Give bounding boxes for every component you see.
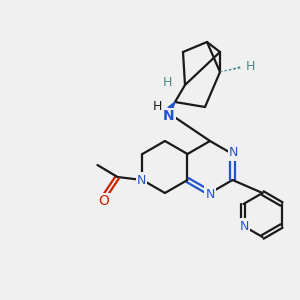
Text: N: N [229, 146, 238, 160]
Text: N: N [163, 109, 175, 123]
Text: H: H [162, 76, 172, 89]
Text: N: N [240, 220, 249, 232]
Text: O: O [98, 194, 109, 208]
Polygon shape [168, 102, 175, 110]
Text: H: H [152, 100, 162, 112]
Text: N: N [137, 173, 146, 187]
Text: H: H [245, 59, 255, 73]
Text: N: N [205, 188, 215, 200]
